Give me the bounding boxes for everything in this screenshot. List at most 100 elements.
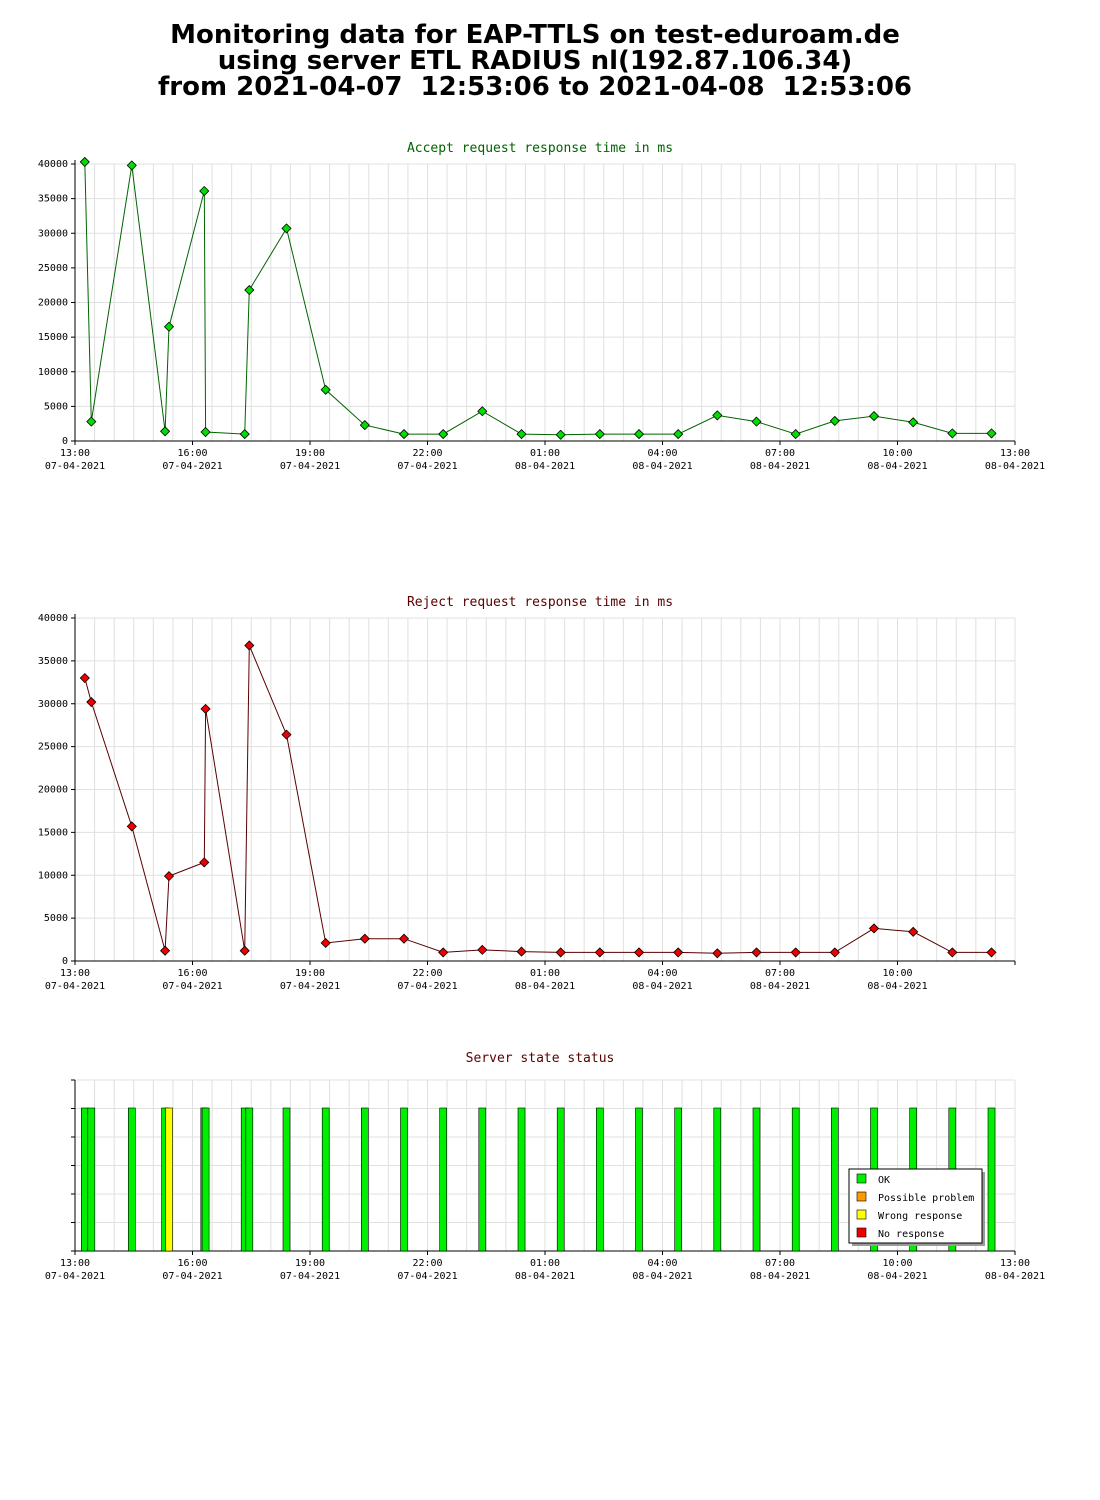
- data-point-marker: [126, 821, 137, 832]
- x-tick-time-label: 19:00: [295, 1258, 325, 1269]
- data-point-marker: [633, 429, 645, 440]
- x-tick-date-label: 08-04-2021: [867, 461, 927, 472]
- x-tick-time-label: 22:00: [412, 448, 442, 459]
- y-tick-label: 30000: [38, 699, 68, 710]
- data-point-marker: [986, 947, 997, 958]
- data-point-marker: [908, 417, 919, 428]
- x-tick-date-label: 07-04-2021: [45, 1271, 105, 1282]
- x-tick-date-label: 08-04-2021: [632, 461, 692, 472]
- y-tick-label: 10000: [38, 367, 68, 378]
- x-tick-time-label: 13:00: [1000, 448, 1030, 459]
- status-bar-ok: [81, 1107, 89, 1252]
- data-point-marker: [86, 696, 97, 708]
- x-tick-time-label: 16:00: [177, 968, 207, 979]
- x-tick-date-label: 07-04-2021: [162, 981, 222, 992]
- data-point-marker: [163, 871, 175, 882]
- data-point-marker: [516, 946, 527, 957]
- status-bar-ok: [556, 1107, 565, 1252]
- x-tick-time-label: 10:00: [882, 968, 912, 979]
- data-point-marker: [398, 933, 410, 944]
- data-point-marker: [160, 945, 171, 956]
- data-point-marker: [947, 428, 958, 439]
- data-point-marker: [633, 947, 645, 958]
- data-point-marker: [673, 947, 684, 958]
- data-point-marker: [751, 416, 762, 427]
- x-tick-time-label: 04:00: [647, 1258, 677, 1269]
- data-point-marker: [829, 415, 840, 426]
- data-point-marker: [594, 947, 605, 958]
- data-point-marker: [477, 406, 488, 417]
- status-bar-ok: [595, 1107, 604, 1252]
- x-tick-date-label: 07-04-2021: [162, 1271, 222, 1282]
- data-point-marker: [947, 947, 958, 958]
- data-point-marker: [320, 937, 331, 949]
- status-bar-ok: [635, 1107, 643, 1252]
- data-point-marker: [868, 923, 880, 934]
- status-bar-ok: [791, 1107, 800, 1252]
- x-tick-time-label: 10:00: [882, 1258, 912, 1269]
- data-point-marker: [359, 933, 370, 944]
- x-tick-date-label: 08-04-2021: [867, 981, 927, 992]
- status-bar-ok: [87, 1107, 96, 1252]
- legend-label: Wrong response: [878, 1211, 962, 1222]
- series-line: [84, 161, 992, 436]
- x-tick-time-label: 10:00: [882, 448, 912, 459]
- x-tick-date-label: 08-04-2021: [867, 1271, 927, 1282]
- legend-swatch-wrong-response: [856, 1209, 867, 1220]
- legend-swatch-possible-problem: [856, 1191, 867, 1202]
- x-tick-date-label: 08-04-2021: [985, 461, 1045, 472]
- x-tick-date-label: 08-04-2021: [632, 981, 692, 992]
- status-bar-ok: [674, 1107, 683, 1252]
- data-point-marker: [868, 411, 880, 422]
- data-point-marker: [555, 947, 566, 958]
- data-point-marker: [126, 160, 137, 171]
- x-tick-date-label: 07-04-2021: [280, 461, 340, 472]
- status-bar-wrong-response: [165, 1107, 173, 1252]
- header-range-line: from 2021-04-07 12:53:06 to 2021-04-08 1…: [157, 72, 913, 102]
- y-tick-label: 25000: [38, 742, 68, 753]
- x-tick-time-label: 19:00: [295, 448, 325, 459]
- legend-label: Possible problem: [878, 1193, 974, 1204]
- y-tick-label: 35000: [38, 194, 68, 205]
- data-point-marker: [86, 416, 97, 427]
- data-point-marker: [281, 729, 292, 740]
- data-point-marker: [160, 426, 171, 437]
- data-point-marker: [829, 947, 840, 958]
- data-point-marker: [712, 948, 723, 959]
- reject-response-chart: Reject request response time in ms 0 5000 1…: [38, 595, 1016, 992]
- x-tick-date-label: 07-04-2021: [280, 1271, 340, 1282]
- x-tick-time-label: 22:00: [412, 1258, 442, 1269]
- x-tick-time-label: 16:00: [177, 448, 207, 459]
- y-tick-label: 0: [62, 956, 68, 967]
- x-tick-time-label: 01:00: [530, 968, 560, 979]
- data-point-marker: [594, 429, 605, 440]
- data-point-marker: [79, 156, 90, 167]
- data-point-marker: [320, 384, 331, 395]
- status-bar-ok: [830, 1107, 839, 1252]
- y-tick-label: 20000: [38, 298, 68, 309]
- data-point-marker: [555, 429, 566, 440]
- x-tick-date-label: 08-04-2021: [750, 981, 810, 992]
- data-point-marker: [79, 672, 90, 684]
- status-bar-ok: [752, 1107, 761, 1252]
- x-tick-date-label: 08-04-2021: [632, 1271, 692, 1282]
- status-bar-ok: [360, 1107, 369, 1252]
- status-bar-ok: [400, 1107, 408, 1252]
- x-tick-date-label: 08-04-2021: [515, 1271, 575, 1282]
- data-point-marker: [199, 185, 210, 197]
- server-status-chart: Server state status 13:00 07-04-2021 16:00 0…: [45, 1051, 1045, 1282]
- data-point-marker: [281, 223, 292, 234]
- legend-box: [848, 1168, 983, 1244]
- x-tick-time-label: 07:00: [765, 1258, 795, 1269]
- legend-swatch-ok: [856, 1173, 867, 1184]
- data-point-marker: [516, 429, 527, 440]
- data-point-marker: [438, 429, 449, 440]
- data-point-marker: [200, 426, 211, 438]
- status-bar-ok: [517, 1107, 526, 1252]
- x-tick-date-label: 07-04-2021: [397, 981, 457, 992]
- status-bar-ok: [321, 1107, 330, 1252]
- data-point-marker: [244, 284, 255, 296]
- data-point-marker: [477, 944, 488, 955]
- accept-response-chart: Accept request response time in ms 0 5000 1…: [38, 141, 1045, 472]
- chart-title: Reject request response time in ms: [407, 595, 673, 610]
